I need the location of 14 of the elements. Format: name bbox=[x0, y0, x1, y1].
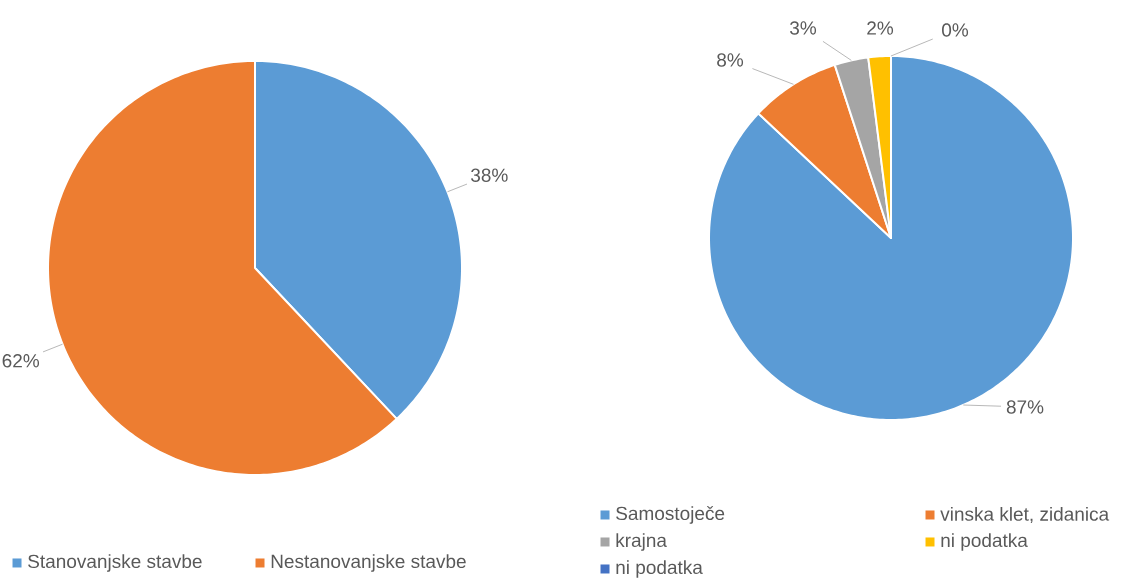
data-label: 38% bbox=[471, 168, 508, 182]
legend-label: krajna bbox=[616, 533, 667, 551]
legend-label: ni podatka bbox=[941, 533, 1028, 551]
data-label: 2% bbox=[867, 21, 894, 35]
data-label: 8% bbox=[717, 53, 744, 67]
data-label: 87% bbox=[1006, 400, 1044, 414]
legend-label: Samostoječe bbox=[616, 506, 725, 524]
data-label: 3% bbox=[790, 21, 817, 35]
data-label: 62% bbox=[2, 354, 40, 368]
legend-label: vinska klet, zidanica bbox=[940, 506, 1110, 524]
legend-label: Stanovanjske stavbe bbox=[28, 554, 202, 572]
legend-label: ni podatka bbox=[616, 560, 703, 578]
legend-label: Nestanovanjske stavbe bbox=[271, 554, 466, 572]
text: 0% bbox=[942, 23, 969, 37]
